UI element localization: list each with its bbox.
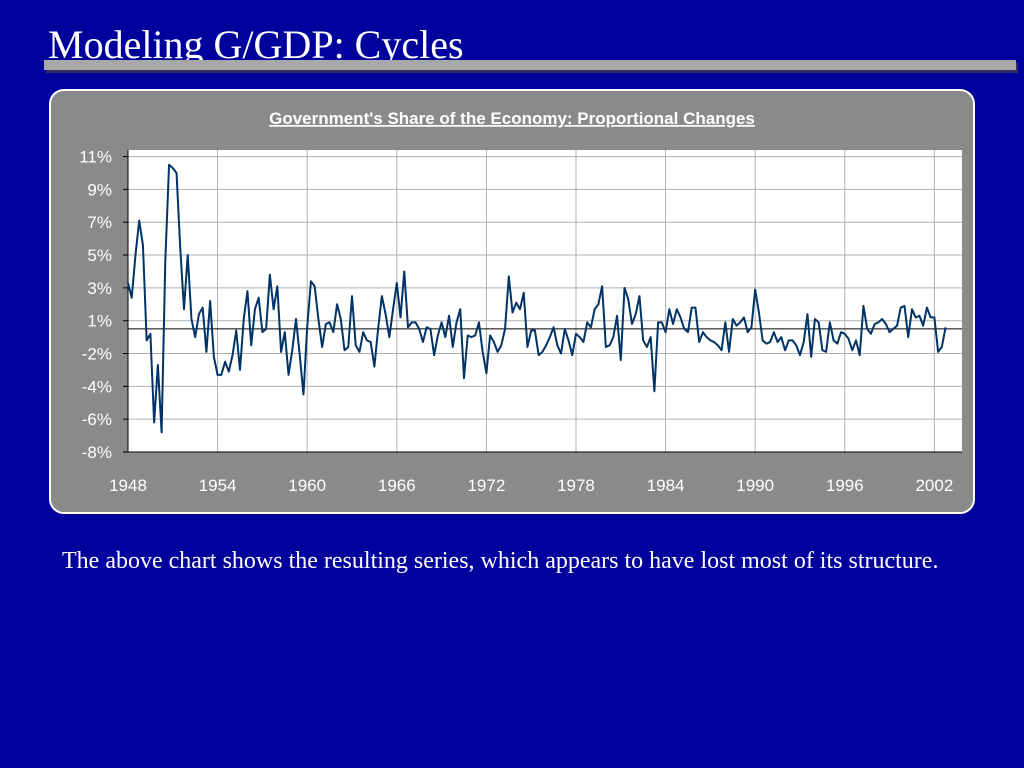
chart-title: Government's Share of the Economy: Propo…	[269, 109, 755, 128]
y-tick-label: -8%	[82, 443, 112, 462]
y-tick-label: 11%	[79, 148, 112, 167]
x-tick-label: 1954	[199, 476, 237, 495]
x-tick-label: 1972	[467, 476, 505, 495]
y-tick-label: 9%	[87, 180, 112, 199]
y-tick-label: -2%	[82, 345, 112, 364]
x-tick-label: 1966	[378, 476, 416, 495]
x-tick-label: 1996	[826, 476, 864, 495]
slide-title: Modeling G/GDP: Cycles	[48, 22, 464, 67]
y-tick-label: -4%	[82, 377, 112, 396]
x-tick-label: 1984	[647, 476, 685, 495]
y-tick-label: 1%	[87, 312, 112, 331]
y-tick-label: 3%	[87, 279, 112, 298]
x-tick-label: 2002	[915, 476, 953, 495]
y-tick-label: -6%	[82, 410, 112, 429]
y-tick-label: 5%	[87, 246, 112, 265]
x-tick-label: 1990	[736, 476, 774, 495]
y-tick-label: 7%	[87, 213, 112, 232]
plot-area	[128, 150, 962, 452]
title-bar	[44, 60, 1016, 70]
x-tick-label: 1948	[109, 476, 147, 495]
x-tick-label: 1978	[557, 476, 595, 495]
x-tick-label: 1960	[288, 476, 326, 495]
body-text: The above chart shows the resulting seri…	[62, 548, 939, 574]
data-line	[127, 163, 947, 434]
